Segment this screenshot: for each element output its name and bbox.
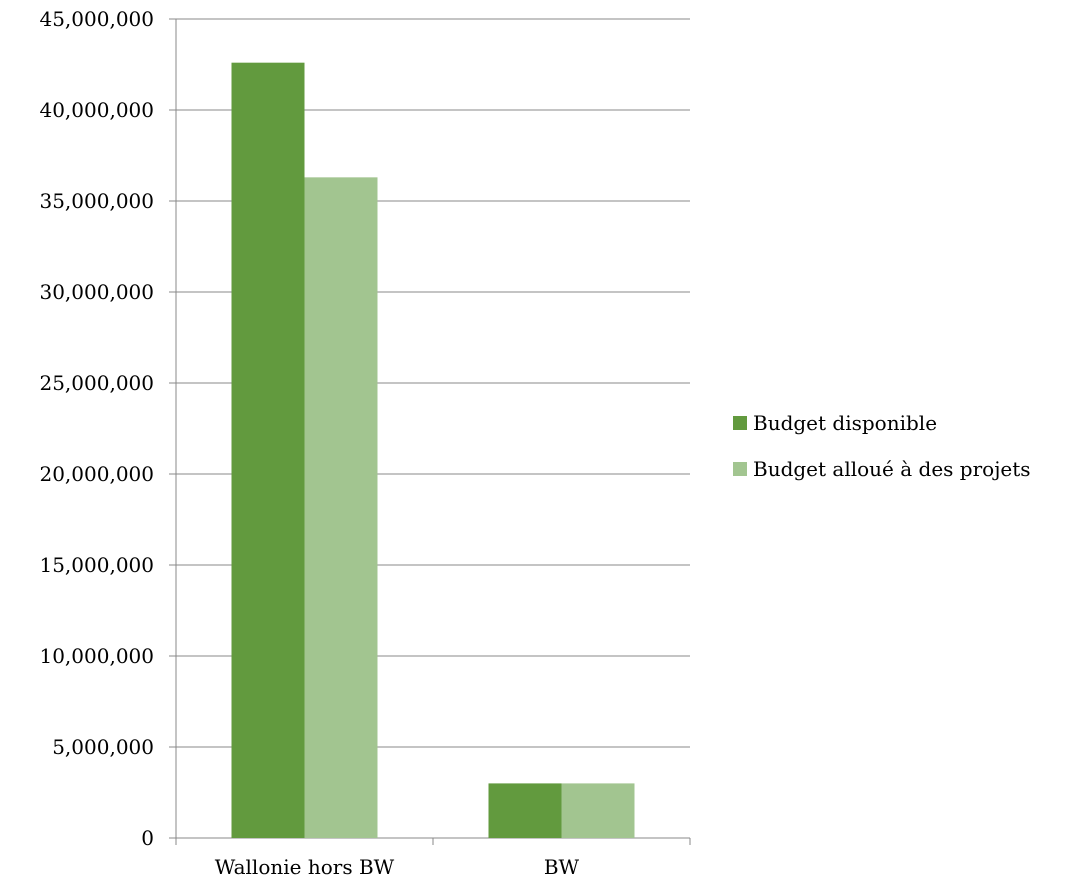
y-tick-label: 20,000,000 [39,462,154,486]
x-tick-label: Wallonie hors BW [215,855,395,879]
y-tick-label: 5,000,000 [52,735,154,759]
x-tick-labels: Wallonie hors BW BW [215,855,580,879]
legend-swatch [733,416,747,430]
y-tick-label: 35,000,000 [39,189,154,213]
bar [231,62,305,839]
bar [304,177,378,839]
legend: Budget disponible Budget alloué à des pro… [733,411,1031,481]
y-tick-label: 45,000,000 [39,7,154,31]
bar [561,783,635,838]
legend-label: Budget disponible [753,411,937,435]
x-tick-label: BW [544,855,580,879]
y-tick-label: 0 [141,826,154,850]
legend-swatch [733,462,747,476]
y-tick-labels: 0 5,000,000 10,000,000 15,000,000 20,000,000… [39,7,154,850]
legend-label: Budget alloué à des projets [753,457,1031,481]
y-tick-label: 40,000,000 [39,98,154,122]
bars [231,62,635,839]
y-tick-label: 15,000,000 [39,553,154,577]
y-tick-label: 10,000,000 [39,644,154,668]
y-tick-label: 25,000,000 [39,371,154,395]
y-tick-label: 30,000,000 [39,280,154,304]
bar [488,783,562,838]
